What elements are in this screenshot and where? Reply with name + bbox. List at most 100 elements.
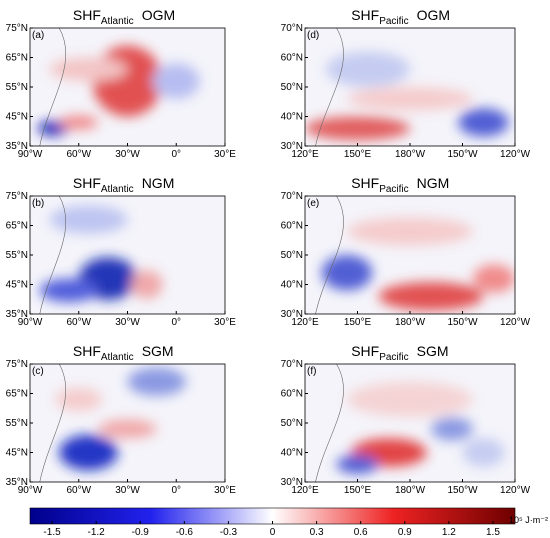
blobs	[55, 367, 186, 471]
x-tick-label: 180°W	[395, 317, 426, 328]
blobs	[305, 51, 509, 141]
x-tick-label: 150°W	[447, 317, 478, 328]
anomaly-blob	[378, 282, 484, 311]
y-tick-label: 50°N	[281, 82, 303, 93]
anomaly-blob	[336, 454, 379, 474]
coastline	[315, 28, 344, 146]
x-tick-label: 150°W	[447, 149, 478, 160]
x-tick-label: 120°E	[291, 149, 319, 160]
y-tick-label: 70°N	[281, 191, 303, 202]
y-tick-label: 40°N	[281, 448, 303, 459]
blobs	[39, 205, 163, 303]
anomaly-blob	[326, 51, 410, 87]
y-tick-label: 45°N	[6, 112, 28, 123]
colorbar-tick-label: -0.3	[220, 527, 238, 538]
map-field	[305, 28, 515, 146]
colorbar-unit: 10⁵ J·m⁻²	[509, 515, 548, 525]
anomaly-blob	[55, 387, 103, 412]
colorbar-tick-label: -1.2	[88, 527, 106, 538]
x-tick-label: 120°E	[291, 317, 319, 328]
title-main: SHF	[73, 343, 101, 359]
x-tick-label: 180°W	[395, 149, 426, 160]
y-tick-label: 60°N	[281, 221, 303, 232]
anomaly-blob	[49, 205, 128, 234]
anomaly-blob	[131, 270, 163, 299]
y-tick-label: 75°N	[6, 191, 28, 202]
map-field	[30, 196, 225, 314]
y-tick-label: 60°N	[281, 389, 303, 400]
anomaly-blob	[431, 417, 473, 441]
coastline	[315, 364, 344, 482]
x-tick-label: 150°E	[344, 317, 372, 328]
panel-label: (d)	[307, 30, 319, 41]
title-model: SGM	[142, 343, 174, 359]
panel-title: SHFAtlantic NGM	[73, 175, 174, 195]
anomaly-blob	[321, 255, 373, 291]
title-model: NGM	[142, 175, 175, 191]
anomaly-blob	[49, 57, 128, 82]
x-tick-label: 0°	[171, 317, 181, 328]
anomaly-blob	[347, 381, 473, 418]
panel-label: (e)	[307, 198, 319, 209]
coastline	[39, 196, 67, 314]
y-tick-label: 30°N	[281, 141, 303, 152]
y-tick-label: 55°N	[6, 418, 28, 429]
y-tick-label: 45°N	[6, 280, 28, 291]
y-tick-label: 75°N	[6, 23, 28, 34]
title-main: SHF	[351, 7, 379, 23]
x-tick-label: 90°W	[18, 485, 43, 496]
map-field	[30, 364, 225, 482]
anomaly-blob	[305, 116, 410, 141]
y-tick-label: 55°N	[6, 82, 28, 93]
y-tick-label: 75°N	[6, 359, 28, 370]
x-tick-label: 120°E	[291, 485, 319, 496]
x-tick-label: 30°E	[214, 149, 236, 160]
anomaly-blob	[59, 115, 99, 130]
x-tick-label: 30°E	[214, 485, 236, 496]
x-tick-label: 0°	[171, 149, 181, 160]
anomaly-blob	[92, 45, 163, 117]
title-main: SHF	[73, 7, 101, 23]
anomaly-blob	[98, 419, 157, 439]
title-main: SHF	[351, 343, 379, 359]
panel-label: (f)	[307, 366, 316, 377]
y-tick-label: 30°N	[281, 477, 303, 488]
title-model: NGM	[417, 175, 450, 191]
x-tick-label: 30°W	[115, 149, 140, 160]
y-tick-label: 70°N	[281, 359, 303, 370]
y-tick-label: 55°N	[6, 250, 28, 261]
anomaly-blob	[59, 434, 118, 471]
anomaly-blob	[39, 278, 99, 303]
colorbar-tick-label: -0.9	[132, 527, 150, 538]
x-tick-label: 60°W	[66, 485, 91, 496]
x-tick-label: 120°W	[500, 317, 531, 328]
x-tick-label: 60°W	[66, 149, 91, 160]
x-tick-label: 120°W	[500, 149, 531, 160]
title-sub: Atlantic	[101, 16, 134, 27]
colorbar-tick-label: 0	[270, 527, 276, 538]
panel-title: SHFPacific OGM	[351, 7, 450, 27]
title-sub: Pacific	[379, 16, 408, 27]
colorbar-tick-label: -0.6	[176, 527, 194, 538]
anomaly-blob	[473, 264, 515, 293]
coastline	[39, 28, 67, 146]
y-tick-label: 40°N	[281, 112, 303, 123]
panel-title: SHFPacific SGM	[351, 343, 448, 363]
panel-title: SHFPacific NGM	[351, 175, 449, 195]
x-tick-label: 150°E	[344, 485, 372, 496]
title-model: OGM	[142, 7, 175, 23]
anomaly-blob	[462, 438, 505, 467]
y-tick-label: 45°N	[6, 448, 28, 459]
x-tick-label: 30°W	[115, 317, 140, 328]
anomaly-blob	[127, 367, 186, 396]
x-tick-label: 180°W	[395, 485, 426, 496]
y-tick-label: 50°N	[281, 418, 303, 429]
blobs	[37, 45, 200, 136]
y-tick-label: 35°N	[6, 309, 28, 320]
colorbar-tick-label: 0.3	[310, 527, 324, 538]
coastline	[315, 196, 344, 314]
x-tick-label: 120°W	[500, 485, 531, 496]
y-tick-label: 65°N	[6, 389, 28, 400]
colorbar-tick-label: 1.2	[442, 527, 456, 538]
